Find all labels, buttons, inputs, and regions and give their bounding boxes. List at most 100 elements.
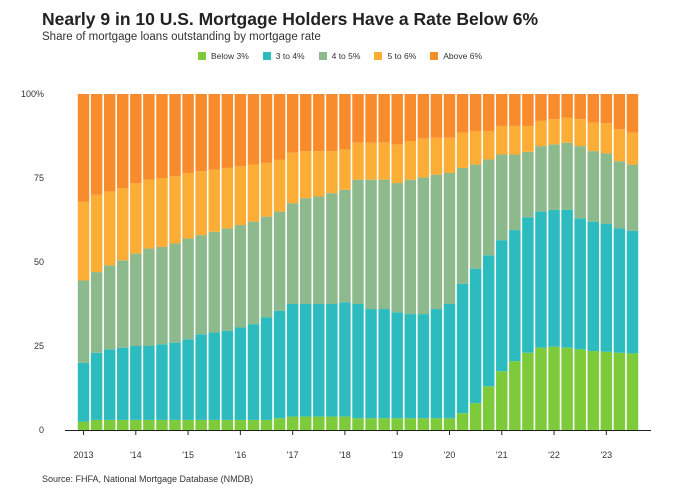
bar-segment-3-to-4 (103, 349, 116, 420)
bar-segment-3-to-4 (182, 339, 194, 420)
bar-segment-5-to-6 (535, 120, 547, 147)
bar-segment-below-3 (117, 419, 129, 430)
bar-segment-above-6 (378, 94, 390, 143)
bar-segment-above-6 (273, 94, 286, 160)
bar-segment-5-to-6 (313, 151, 325, 197)
bar-segment-5-to-6 (417, 138, 430, 178)
bar-segment-above-6 (117, 94, 129, 189)
legend-swatch-5-to-6 (374, 52, 383, 60)
bar-segment-above-6 (613, 94, 626, 130)
bar-segment-above-6 (208, 94, 220, 170)
bar-segment-below-3 (130, 419, 142, 430)
bar-segment-4-to-5 (130, 253, 142, 346)
y-tick-label: 50 (34, 257, 44, 267)
legend-swatch-4-to-5 (318, 52, 327, 60)
bar-segment-3-to-4 (326, 304, 338, 417)
y-tick-label: 25 (34, 341, 44, 351)
bar-segment-5-to-6 (469, 130, 482, 165)
bar-segment-3-to-4 (156, 344, 168, 420)
bar-segment-5-to-6 (326, 151, 338, 194)
bar-segment-4-to-5 (365, 179, 377, 310)
bar-segment-above-6 (626, 94, 639, 133)
bar-segment-above-6 (221, 94, 234, 168)
y-tick-label: 75 (34, 173, 44, 183)
bar-segment-below-3 (195, 419, 207, 430)
bar-segment-5-to-6 (221, 167, 234, 229)
bar-segment-3-to-4 (195, 334, 207, 420)
bar-segment-4-to-5 (143, 248, 155, 346)
bar-segment-5-to-6 (378, 142, 390, 180)
bar-segment-3-to-4 (443, 304, 456, 419)
chart-subtitle: Share of mortgage loans outstanding by m… (42, 31, 321, 43)
bar-segment-3-to-4 (130, 346, 142, 420)
bar-segment-5-to-6 (234, 166, 247, 226)
bar-segment-5-to-6 (339, 149, 351, 190)
bar-segment-5-to-6 (103, 191, 116, 266)
bar-segment-3-to-4 (404, 314, 417, 419)
bar-segment-above-6 (339, 94, 351, 150)
bar-segment-below-3 (417, 418, 430, 430)
bar-segment-3-to-4 (339, 302, 351, 417)
legend-label-5-to-6: 5 to 6% (387, 51, 417, 61)
legend-item-3-to-4: 3 to 4% (262, 51, 305, 61)
bar-segment-5-to-6 (548, 119, 560, 145)
bar-segment-3-to-4 (352, 304, 364, 419)
bar-segment-5-to-6 (443, 137, 456, 173)
bar-segment-4-to-5 (195, 235, 207, 335)
bar-segment-5-to-6 (299, 151, 312, 199)
bar-segment-5-to-6 (247, 164, 260, 222)
bar-segment-3-to-4 (260, 317, 273, 420)
legend-label-3-to-4: 3 to 4% (275, 51, 305, 61)
x-tick-label: '21 (496, 450, 508, 460)
bar-segment-5-to-6 (509, 125, 521, 155)
bar-segment-below-3 (574, 349, 586, 430)
bar-segment-below-3 (404, 418, 417, 430)
bar-segment-5-to-6 (522, 125, 534, 152)
bar-segment-above-6 (391, 94, 403, 145)
bar-segment-4-to-5 (286, 203, 299, 304)
bar-segment-4-to-5 (169, 243, 181, 343)
bar-segment-4-to-5 (221, 228, 234, 331)
bar-segment-5-to-6 (587, 122, 599, 152)
x-tick-label: '19 (391, 450, 403, 460)
bar-segment-below-3 (352, 418, 364, 430)
bar-segment-3-to-4 (561, 209, 573, 348)
bar-segment-above-6 (195, 94, 207, 172)
bar-segment-3-to-4 (496, 240, 508, 372)
bar-segment-below-3 (299, 416, 312, 430)
bar-segment-3-to-4 (143, 346, 155, 420)
bar-segment-above-6 (313, 94, 325, 152)
bar-segment-below-3 (143, 419, 155, 430)
bar-segment-3-to-4 (286, 304, 299, 417)
bar-segment-5-to-6 (260, 162, 273, 217)
bar-segment-5-to-6 (600, 123, 613, 154)
bar-segment-4-to-5 (469, 164, 482, 269)
y-tick-label: 100% (21, 89, 44, 99)
bar-segment-3-to-4 (613, 228, 626, 353)
bar-segment-5-to-6 (143, 179, 155, 249)
bar-segment-4-to-5 (117, 260, 129, 348)
bar-segment-above-6 (365, 94, 377, 143)
x-tick-label: '22 (548, 450, 560, 460)
bar-segment-above-6 (587, 94, 599, 123)
bar-segment-above-6 (247, 94, 260, 165)
bar-segment-above-6 (548, 94, 560, 120)
bar-segment-5-to-6 (626, 132, 639, 165)
bar-segment-3-to-4 (365, 309, 377, 419)
bar-segment-4-to-5 (561, 142, 573, 210)
bar-segment-below-3 (313, 416, 325, 430)
bar-segment-4-to-5 (313, 196, 325, 304)
bar-segment-below-3 (221, 419, 234, 430)
bar-segment-above-6 (169, 94, 181, 177)
bar-segment-5-to-6 (365, 142, 377, 180)
bar-segment-3-to-4 (221, 330, 234, 420)
bar-segment-below-3 (169, 419, 181, 430)
bar-segment-above-6 (561, 94, 573, 118)
bar-segment-above-6 (469, 94, 482, 131)
bar-segment-above-6 (90, 94, 103, 195)
legend-item-above-6: Above 6% (430, 51, 482, 61)
bar-segment-4-to-5 (626, 164, 639, 231)
bar-segment-3-to-4 (600, 224, 613, 352)
bar-segment-below-3 (247, 419, 260, 430)
